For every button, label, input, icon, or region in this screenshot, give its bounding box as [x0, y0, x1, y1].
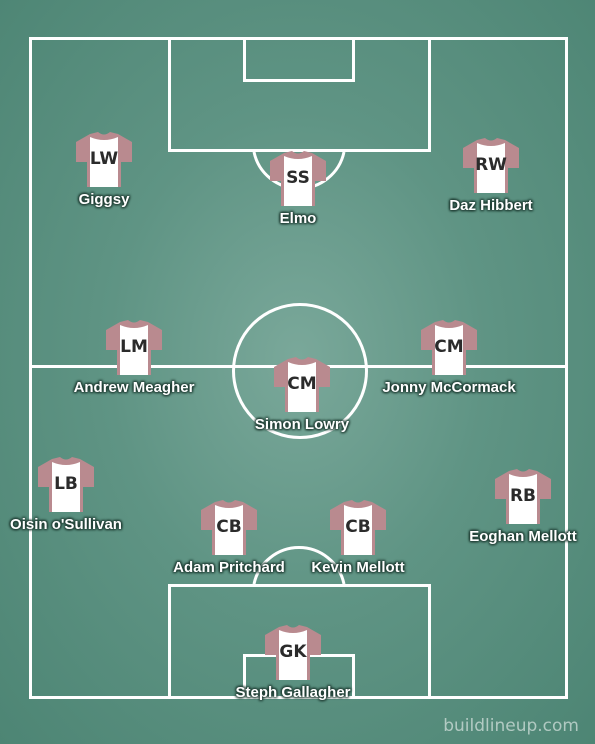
- player-name: Giggsy: [78, 191, 130, 208]
- shirt-position-label: RW: [475, 155, 507, 175]
- shirt-position-label: RB: [510, 486, 536, 506]
- player-name: Steph Gallagher: [235, 684, 351, 701]
- shirt-position-label: LB: [54, 474, 78, 494]
- watermark: buildlineup.com: [443, 716, 579, 736]
- player-gk[interactable]: GK Steph Gallagher: [213, 622, 373, 701]
- player-lm[interactable]: LM Andrew Meagher: [54, 317, 214, 396]
- shirt-position-label: LW: [90, 149, 119, 169]
- player-cb-left[interactable]: CB Adam Pritchard: [149, 497, 309, 576]
- player-lb[interactable]: LB Oisin o'Sullivan: [0, 454, 146, 533]
- shirt-position-label: GK: [279, 642, 307, 662]
- player-rb[interactable]: RB Eoghan Mellott: [443, 466, 595, 545]
- player-cb-right[interactable]: CB Kevin Mellott: [278, 497, 438, 576]
- player-rw[interactable]: RW Daz Hibbert: [411, 135, 571, 214]
- shirt-icon: CM: [274, 357, 330, 412]
- shirt-icon: LB: [38, 457, 94, 512]
- shirt-position-label: SS: [286, 168, 310, 188]
- player-name: Oisin o'Sullivan: [10, 516, 122, 533]
- player-lw[interactable]: LW Giggsy: [24, 129, 184, 208]
- shirt-position-label: CB: [345, 517, 370, 537]
- bottom-penalty-arc: [252, 546, 346, 585]
- shirt-position-label: CM: [287, 374, 316, 394]
- shirt-position-label: CM: [434, 337, 463, 357]
- player-name: Andrew Meagher: [73, 379, 195, 396]
- player-ss[interactable]: SS Elmo: [218, 148, 378, 227]
- shirt-position-label: CB: [216, 517, 241, 537]
- shirt-icon: CB: [201, 500, 257, 555]
- player-name: Adam Pritchard: [173, 559, 285, 576]
- shirt-icon: LW: [76, 132, 132, 187]
- shirt-icon: CM: [421, 320, 477, 375]
- center-circle: [232, 303, 368, 439]
- shirt-icon: RW: [463, 138, 519, 193]
- player-name: Jonny McCormack: [382, 379, 516, 396]
- shirt-position-label: LM: [120, 337, 148, 357]
- player-name: Elmo: [279, 210, 317, 227]
- top-goal-box: [243, 37, 355, 82]
- shirt-icon: SS: [270, 151, 326, 206]
- shirt-icon: RB: [495, 469, 551, 524]
- player-name: Eoghan Mellott: [469, 528, 577, 545]
- player-name: Daz Hibbert: [449, 197, 533, 214]
- player-cm-right[interactable]: CM Jonny McCormack: [369, 317, 529, 396]
- player-name: Kevin Mellott: [311, 559, 405, 576]
- player-name: Simon Lowry: [254, 416, 350, 433]
- shirt-icon: CB: [330, 500, 386, 555]
- shirt-icon: LM: [106, 320, 162, 375]
- shirt-icon: GK: [265, 625, 321, 680]
- player-cm-center[interactable]: CM Simon Lowry: [222, 354, 382, 433]
